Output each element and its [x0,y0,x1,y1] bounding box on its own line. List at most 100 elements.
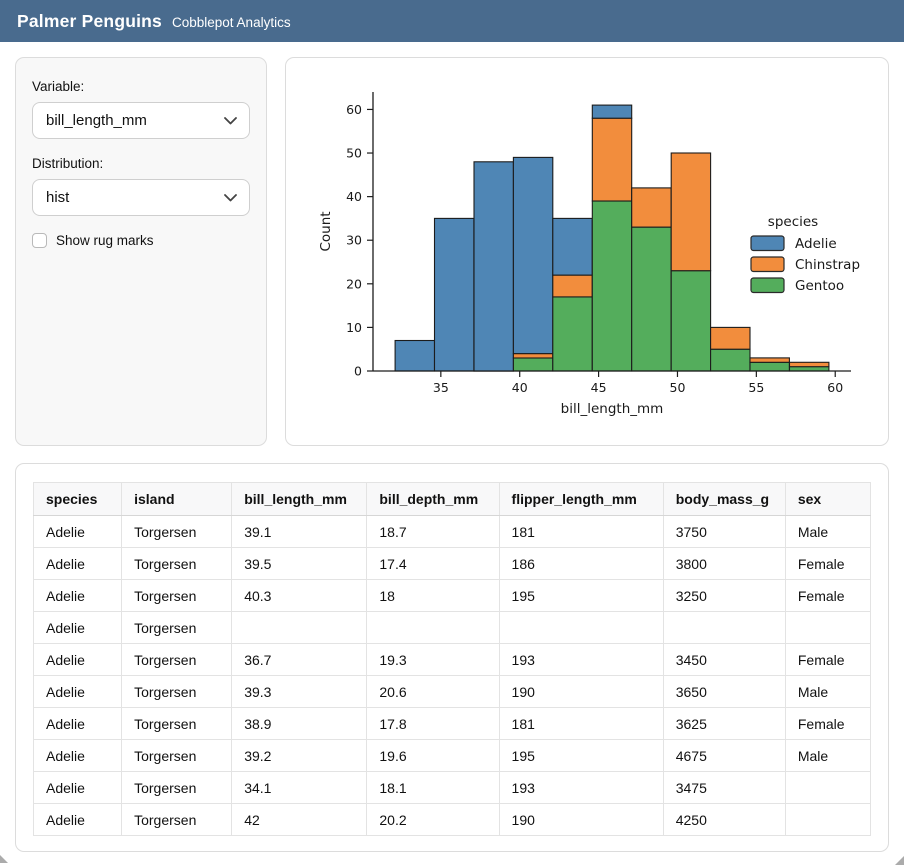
table-cell: Torgersen [121,707,233,740]
histogram-bar-segment [473,161,514,372]
table-row: Adelie Torgersen 39.5 17.4 186 3800 Female [32,547,872,580]
chart-text: 40 [346,189,362,204]
chart-text: 30 [346,233,362,248]
table-cell: 3475 [662,771,786,804]
table-cell [784,611,872,644]
rug-checkbox[interactable] [32,233,47,248]
table-row: Adelie Torgersen 42 20.2 190 4250 [32,803,872,836]
variable-select[interactable]: bill_length_mm [32,102,250,139]
histogram-bar-segment [788,361,830,368]
main-content: Variable: bill_length_mm Distribution: h… [0,42,904,867]
table-cell [784,771,872,804]
resize-grip-left[interactable] [0,855,8,863]
table-cell: 39.3 [231,675,368,708]
column-header: flipper_length_mm [498,482,664,516]
app-title: Palmer Penguins [17,11,162,31]
table-cell: 20.6 [366,675,500,708]
table-cell: 40.3 [231,579,368,612]
chart-text: Chinstrap [795,257,860,273]
table-cell: Torgersen [121,771,233,804]
table-cell: Adelie [32,547,123,580]
resize-grip-right[interactable] [895,856,904,865]
legend-swatch [750,277,785,294]
table-row: Adelie Torgersen 39.1 18.7 181 3750 Male [32,515,872,548]
histogram-bar-segment [552,217,593,276]
table-cell: 18 [366,579,500,612]
table-cell: Male [784,739,872,772]
table-cell: 38.9 [231,707,368,740]
table-cell: 34.1 [231,771,368,804]
histogram-bar-segment [394,339,436,372]
table-cell: 181 [498,707,664,740]
histogram-bar-segment [433,217,475,372]
table-cell: 18.7 [366,515,500,548]
histogram-bar-segment [591,117,633,202]
chart-text: 45 [591,380,607,395]
chart-text: 10 [346,320,362,335]
chart-text: 50 [670,380,686,395]
table-cell: 4250 [662,803,786,836]
table-cell: Female [784,579,872,612]
table-cell: 190 [498,803,664,836]
table-cell: Male [784,675,872,708]
histogram-bar-segment [749,361,790,372]
table-cell: Torgersen [121,675,233,708]
table-cell: 3250 [662,579,786,612]
penguins-table: species island bill_length_mm bill_depth_mm… [32,482,872,836]
table-cell: Female [784,707,872,740]
table-cell: 3625 [662,707,786,740]
table-cell: Torgersen [121,515,233,548]
table-cell: Adelie [32,707,123,740]
column-header: bill_depth_mm [366,482,500,516]
table-cell: 39.2 [231,739,368,772]
table-cell: 181 [498,515,664,548]
column-header: body_mass_g [662,482,786,516]
chart-text: Adelie [795,236,837,252]
table-cell: 20.2 [366,803,500,836]
distribution-label: Distribution: [32,156,104,171]
table-header-row: species island bill_length_mm bill_depth_mm… [32,482,872,516]
table-cell: 39.1 [231,515,368,548]
table-cell: Torgersen [121,579,233,612]
table-row: Adelie Torgersen 38.9 17.8 181 3625 Female [32,707,872,740]
column-header: sex [784,482,872,516]
rug-checkbox-label: Show rug marks [56,233,154,248]
chart-text: 40 [512,380,528,395]
chart-text: species [768,214,818,230]
table-row: Adelie Torgersen [32,611,872,644]
table-cell [498,611,664,644]
histogram-bar-segment [591,200,633,372]
table-row: Adelie Torgersen 39.3 20.6 190 3650 Male [32,675,872,708]
legend-swatch [750,256,785,273]
table-cell: Adelie [32,643,123,676]
legend-swatch [750,235,785,252]
table-row: Adelie Torgersen 40.3 18 195 3250 Female [32,579,872,612]
table-row: Adelie Torgersen 36.7 19.3 193 3450 Female [32,643,872,676]
variable-label: Variable: [32,79,85,94]
table-cell: 3750 [662,515,786,548]
table-cell: 39.5 [231,547,368,580]
table-cell: Adelie [32,803,123,836]
chart-text: 20 [346,276,362,291]
rug-checkbox-row[interactable]: Show rug marks [32,233,250,248]
table-cell: 3450 [662,643,786,676]
chart-text: 55 [748,380,764,395]
table-cell: 19.6 [366,739,500,772]
chart-card: 0 10 20 30 40 50 60 35 40 45 50 55 60 bill_length_mm C… [285,57,889,446]
table-cell: Adelie [32,739,123,772]
histogram-bar-segment [512,156,554,355]
histogram-chart: 0 10 20 30 40 50 60 35 40 45 50 55 60 bill_length_mm C… [318,92,860,417]
table-cell: Adelie [32,579,123,612]
variable-select-value: bill_length_mm [46,112,147,129]
distribution-select-value: hist [46,189,70,206]
chart-text: 50 [346,146,362,161]
table-row: Adelie Torgersen 34.1 18.1 193 3475 [32,771,872,804]
table-cell: 193 [498,771,664,804]
histogram-bar-segment [749,357,790,363]
table-cell: Torgersen [121,643,233,676]
table-cell: Female [784,643,872,676]
histogram-bar-segment [591,104,633,119]
distribution-select[interactable]: hist [32,179,250,216]
table-cell: Adelie [32,675,123,708]
table-cell: 3800 [662,547,786,580]
